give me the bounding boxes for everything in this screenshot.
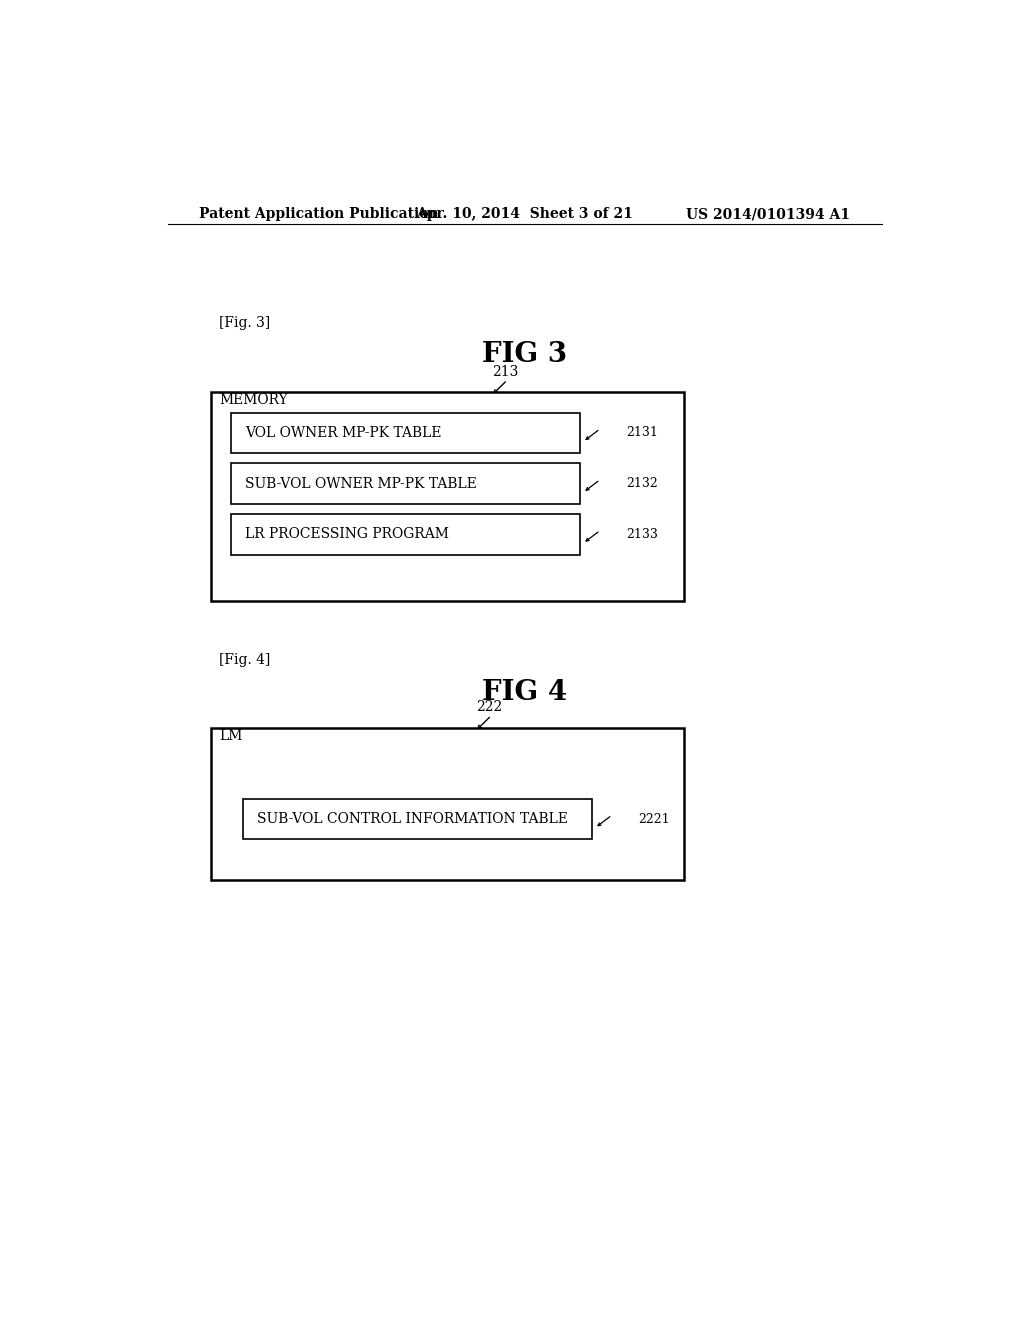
Text: Patent Application Publication: Patent Application Publication bbox=[200, 207, 439, 222]
Text: FIG 4: FIG 4 bbox=[482, 678, 567, 706]
Bar bbox=[231, 463, 581, 504]
Text: LR PROCESSING PROGRAM: LR PROCESSING PROGRAM bbox=[246, 528, 450, 541]
Bar bbox=[231, 513, 581, 554]
Bar bbox=[243, 799, 592, 840]
Text: SUB-VOL CONTROL INFORMATION TABLE: SUB-VOL CONTROL INFORMATION TABLE bbox=[257, 812, 568, 826]
Text: 222: 222 bbox=[476, 701, 502, 714]
Text: US 2014/0101394 A1: US 2014/0101394 A1 bbox=[686, 207, 850, 222]
Bar bbox=[211, 727, 684, 880]
Text: LM: LM bbox=[219, 729, 243, 743]
Text: MEMORY: MEMORY bbox=[219, 393, 288, 408]
Text: SUB-VOL OWNER MP-PK TABLE: SUB-VOL OWNER MP-PK TABLE bbox=[246, 477, 477, 491]
Text: 2132: 2132 bbox=[627, 477, 658, 490]
Text: 2133: 2133 bbox=[627, 528, 658, 541]
Text: 2131: 2131 bbox=[627, 426, 658, 440]
Text: VOL OWNER MP-PK TABLE: VOL OWNER MP-PK TABLE bbox=[246, 426, 442, 440]
Text: 213: 213 bbox=[492, 364, 518, 379]
Text: [Fig. 3]: [Fig. 3] bbox=[219, 315, 270, 330]
Text: FIG 3: FIG 3 bbox=[482, 342, 567, 368]
Bar bbox=[211, 392, 684, 601]
Text: 2221: 2221 bbox=[638, 813, 670, 825]
Text: Apr. 10, 2014  Sheet 3 of 21: Apr. 10, 2014 Sheet 3 of 21 bbox=[417, 207, 633, 222]
Bar bbox=[231, 413, 581, 453]
Text: [Fig. 4]: [Fig. 4] bbox=[219, 653, 270, 668]
